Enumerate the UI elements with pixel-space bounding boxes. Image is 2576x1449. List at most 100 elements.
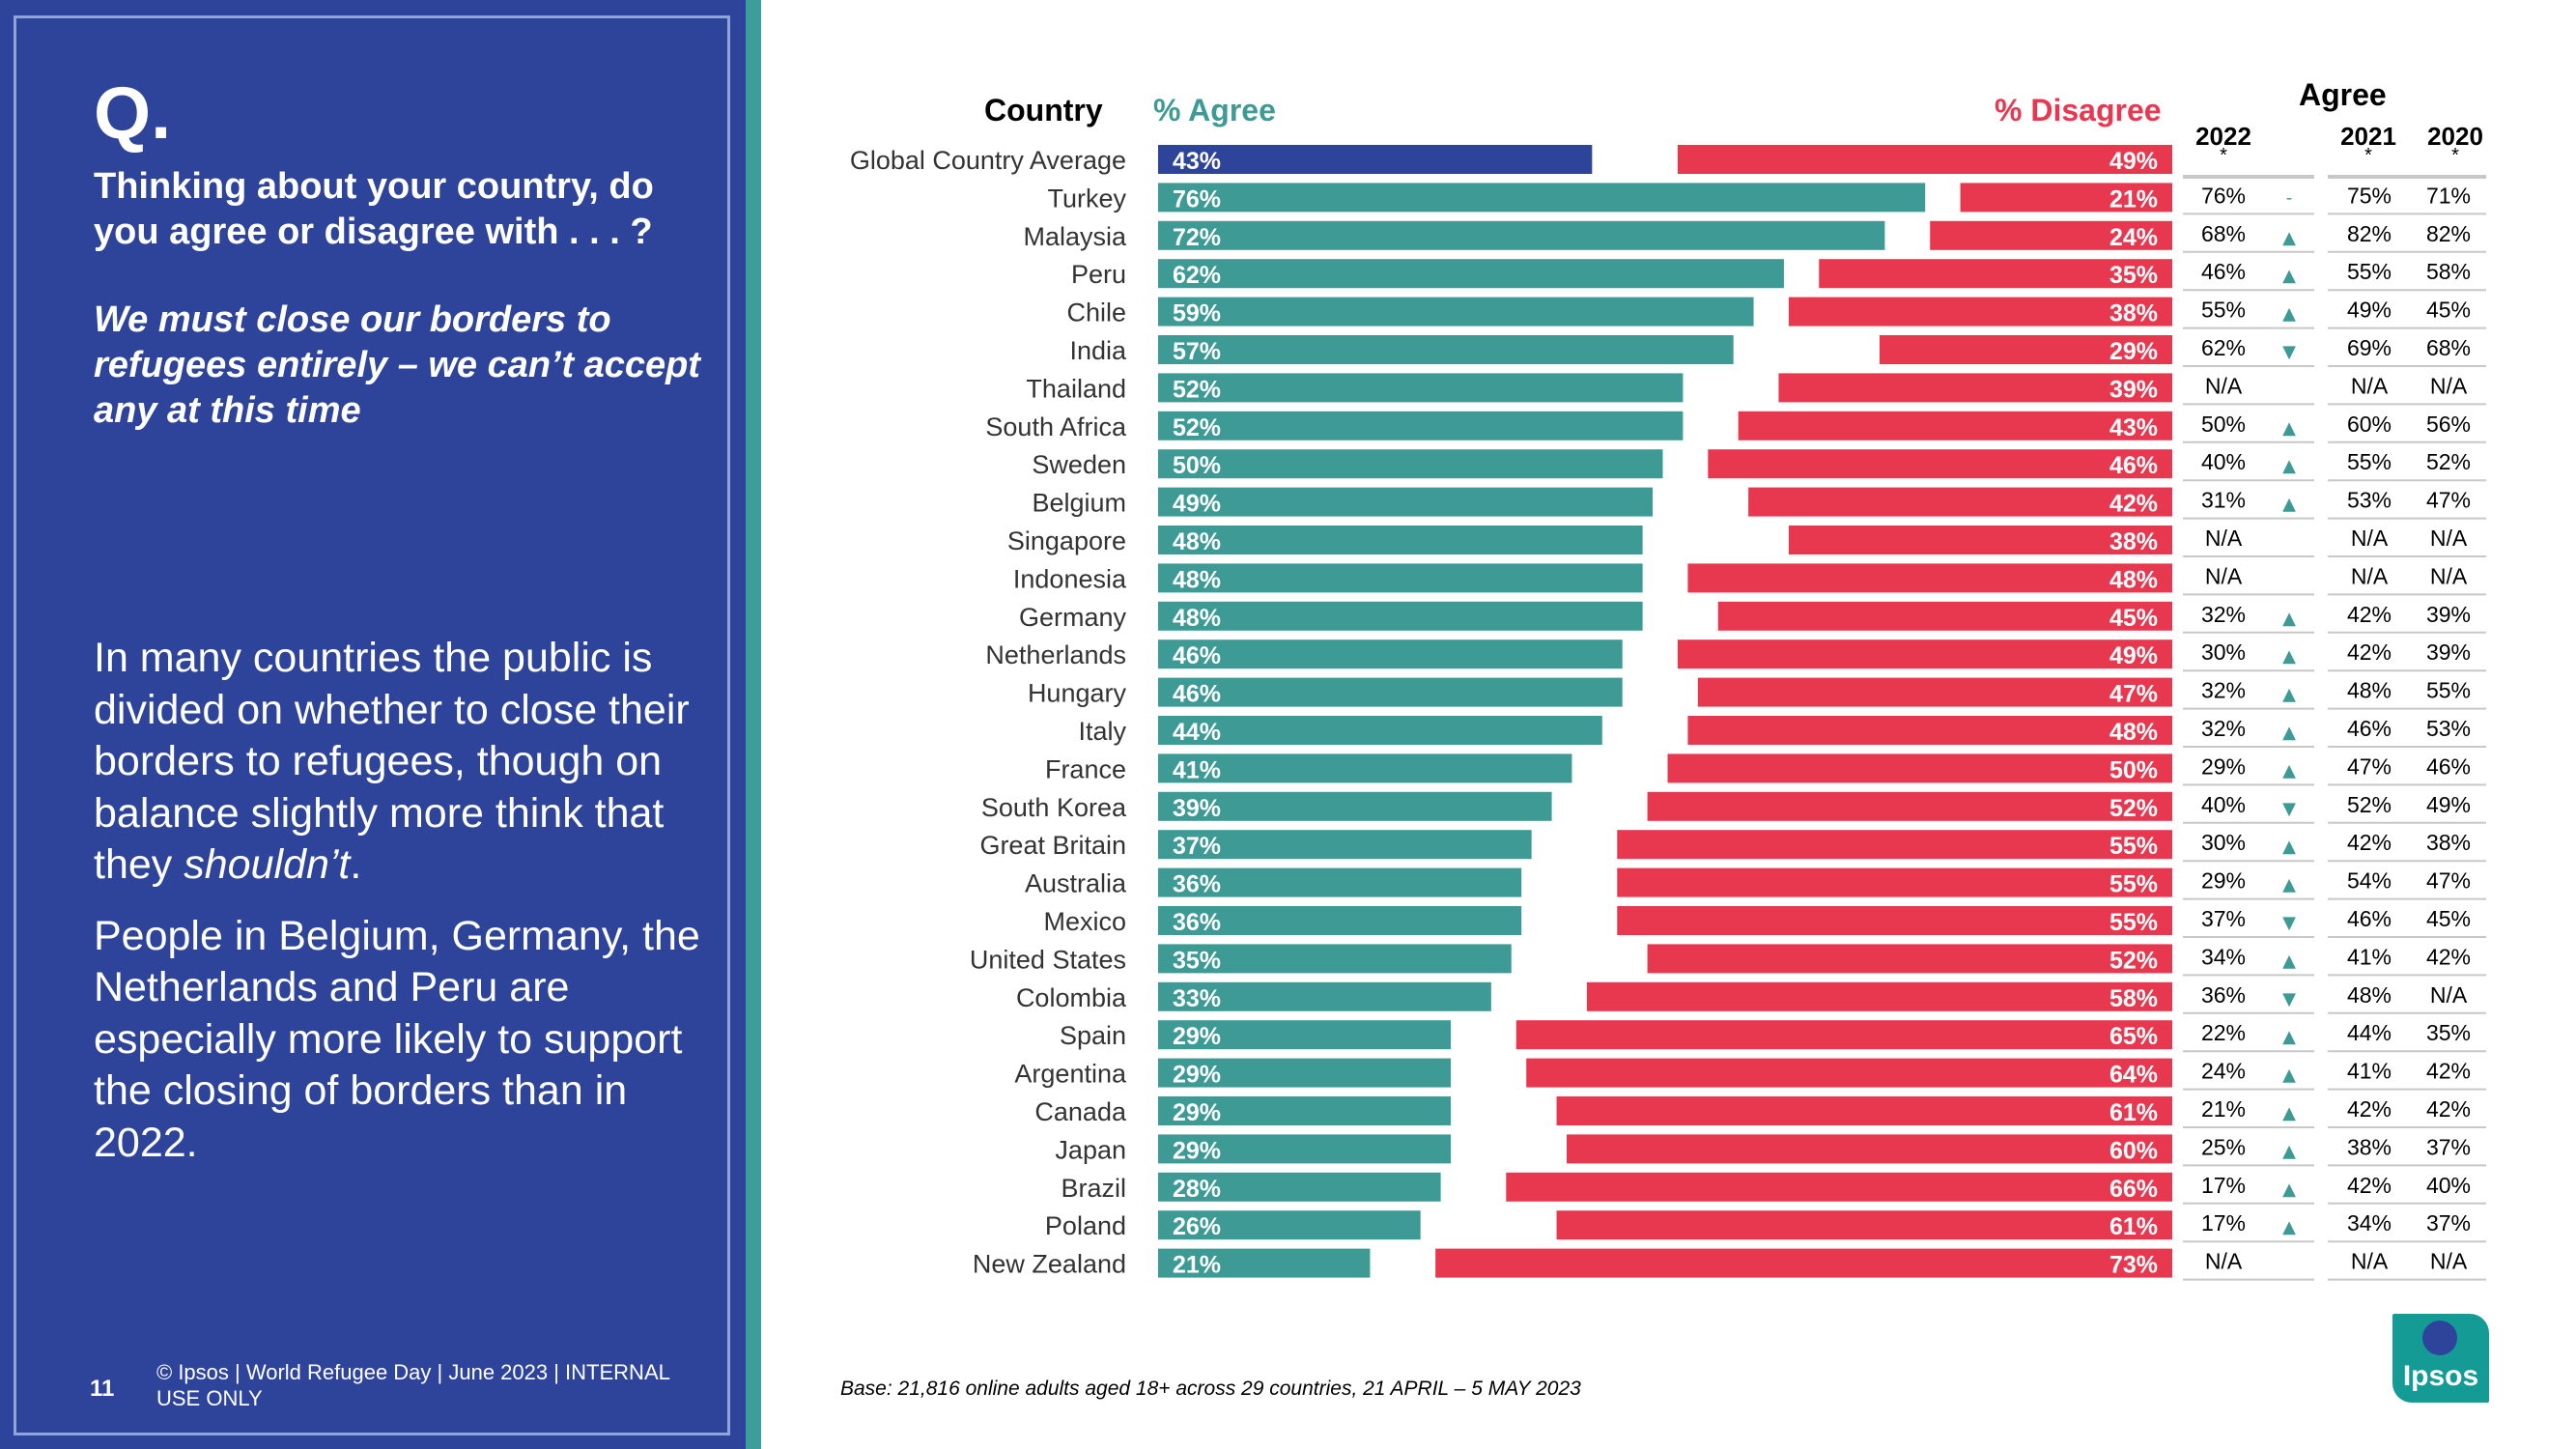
trend-2020-value: 39% [2426, 639, 2471, 665]
disagree-value-label: 65% [2109, 1023, 2158, 1050]
country-label: United States [970, 945, 1126, 974]
disagree-value-label: 52% [2109, 947, 2158, 974]
trend-2020-value: 53% [2426, 716, 2471, 741]
question-text: Thinking about your country, do you agre… [94, 166, 654, 252]
agree-bar [1158, 1172, 1441, 1202]
trend-2021-value: 41% [2347, 1059, 2392, 1084]
agree-value-label: 26% [1173, 1213, 1221, 1240]
country-label: Australia [1025, 869, 1127, 898]
disagree-bar [1879, 335, 2172, 364]
country-label: Great Britain [979, 831, 1126, 860]
summary: In many countries the public is divided … [94, 633, 712, 1188]
trend-2021-value: 42% [2347, 602, 2392, 627]
disagree-value-label: 39% [2109, 376, 2158, 403]
disagree-bar [1647, 791, 2172, 821]
trend-2020-value: 55% [2426, 678, 2471, 703]
trend-2020-value: 42% [2426, 944, 2471, 969]
agree-bar [1158, 867, 1522, 897]
agree-bar [1158, 1096, 1452, 1125]
agree-value-label: 29% [1173, 1023, 1221, 1050]
country-label: Peru [1071, 260, 1126, 289]
trend-up-icon: ▲ [2282, 609, 2296, 629]
agree-bar [1158, 1134, 1452, 1164]
agree-bar [1158, 259, 1784, 289]
year-2022-header: 2022 [2195, 122, 2251, 151]
trend-2022-value: 46% [2201, 259, 2246, 284]
trend-2022-value: 30% [2201, 830, 2246, 855]
agree-bar [1158, 145, 1593, 174]
agree-bar [1158, 1020, 1452, 1050]
country-label: South Korea [981, 793, 1127, 822]
trend-2022-value: 40% [2201, 449, 2246, 474]
agree-bar [1158, 183, 1926, 213]
trend-up-icon: ▲ [2282, 456, 2296, 476]
disagree-bar [1617, 906, 2172, 935]
left-panel: Q. Thinking about your country, do you a… [0, 0, 746, 1449]
disagree-value-label: 66% [2109, 1176, 2158, 1203]
trend-2020-value: N/A [2430, 526, 2468, 551]
country-label: Hungary [1028, 679, 1127, 708]
disagree-bar [1526, 1058, 2172, 1088]
agree-value-label: 35% [1173, 947, 1221, 974]
disagree-value-label: 21% [2109, 185, 2158, 213]
country-label: Spain [1060, 1021, 1126, 1050]
trend-up-icon: ▲ [2282, 723, 2296, 743]
disagree-bar [1677, 145, 2172, 174]
disagree-bar [1556, 1096, 2172, 1125]
agree-bar [1158, 791, 1552, 821]
disagree-bar [1556, 1210, 2172, 1240]
disagree-bar [1506, 1172, 2172, 1202]
country-column-header: Country [984, 93, 1103, 128]
summary-1-end: . [350, 841, 362, 888]
trend-2021-value: 49% [2347, 298, 2392, 323]
trend-2022-value: 36% [2201, 982, 2246, 1008]
disagree-bar [1617, 830, 2172, 860]
trend-2022-value: 32% [2201, 678, 2246, 703]
disagree-value-label: 60% [2109, 1137, 2158, 1164]
left-panel-frame [14, 15, 730, 1435]
trend-2022-value: 62% [2201, 335, 2246, 360]
disagree-bar [1708, 449, 2172, 479]
country-label: Brazil [1061, 1174, 1126, 1203]
disagree-value-label: 47% [2109, 681, 2158, 708]
summary-1-emphasis: shouldn’t [184, 841, 351, 888]
agree-bar [1158, 335, 1734, 364]
ipsos-logo: Ipsos [2392, 1314, 2489, 1403]
disagree-bar [1586, 981, 2172, 1011]
agree-bar [1158, 753, 1572, 783]
disagree-bar [1435, 1248, 2172, 1278]
country-label: Singapore [1007, 526, 1126, 555]
disagree-value-label: 48% [2109, 719, 2158, 746]
agree-value-label: 48% [1173, 528, 1221, 555]
summary-paragraph-1: In many countries the public is divided … [94, 633, 712, 892]
agree-value-label: 28% [1173, 1176, 1221, 1203]
trend-2022-value: 24% [2201, 1059, 2246, 1084]
trend-up-icon: ▲ [2282, 1027, 2296, 1047]
trend-up-icon: ▲ [2282, 1179, 2296, 1200]
trend-down-icon: ▼ [2282, 913, 2296, 933]
trend-up-icon: ▲ [2282, 875, 2296, 895]
agree-bar [1158, 944, 1512, 974]
agree-bar [1158, 981, 1491, 1011]
disagree-value-label: 45% [2109, 605, 2158, 632]
trend-2020-value: 38% [2426, 830, 2471, 855]
agree-bar [1158, 487, 1654, 517]
trend-up-icon: ▲ [2282, 1141, 2296, 1161]
disagree-bar [1778, 373, 2172, 403]
accent-stripe [746, 0, 761, 1449]
trend-2022-value: N/A [2205, 1249, 2243, 1274]
trend-2022-value: 31% [2201, 488, 2246, 513]
page-number: 11 [90, 1376, 115, 1402]
agree-value-label: 39% [1173, 795, 1221, 822]
disagree-bar [1819, 259, 2172, 289]
trend-2021-value: 46% [2347, 906, 2392, 931]
trend-2020-value: 42% [2426, 1059, 2471, 1084]
trend-2020-value: 82% [2426, 221, 2471, 246]
country-label: Thailand [1026, 374, 1126, 403]
agree-bar [1158, 601, 1643, 631]
year-2020-header: 2020 [2427, 122, 2483, 151]
disagree-bar [1738, 411, 2172, 440]
disagree-bar [1515, 1020, 2172, 1050]
footer-copyright: © Ipsos | World Refugee Day | June 2023 … [156, 1360, 670, 1410]
